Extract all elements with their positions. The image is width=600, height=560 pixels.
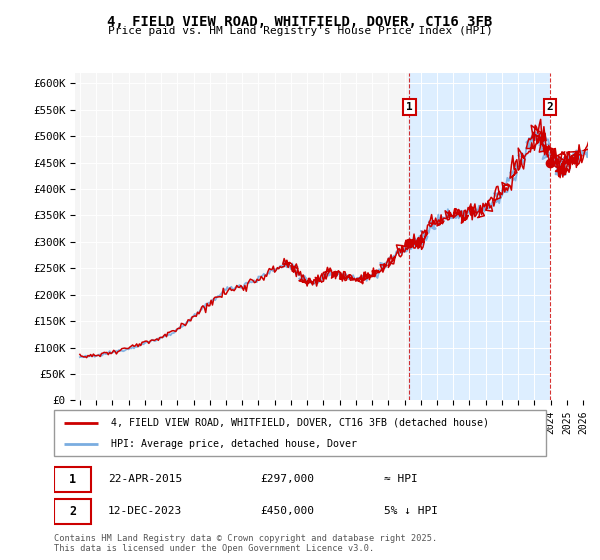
Text: £450,000: £450,000	[260, 506, 314, 516]
Text: 5% ↓ HPI: 5% ↓ HPI	[383, 506, 437, 516]
Bar	[409, 73, 550, 400]
Bar	[550, 73, 588, 400]
FancyBboxPatch shape	[54, 499, 91, 524]
Text: ≈ HPI: ≈ HPI	[383, 474, 418, 484]
FancyBboxPatch shape	[54, 467, 91, 492]
Text: Contains HM Land Registry data © Crown copyright and database right 2025.
This d: Contains HM Land Registry data © Crown c…	[54, 534, 437, 553]
Text: 2: 2	[547, 102, 553, 112]
Text: Price paid vs. HM Land Registry's House Price Index (HPI): Price paid vs. HM Land Registry's House …	[107, 26, 493, 36]
Text: 2: 2	[69, 505, 76, 518]
Text: 1: 1	[69, 473, 76, 486]
Text: 4, FIELD VIEW ROAD, WHITFIELD, DOVER, CT16 3FB (detached house): 4, FIELD VIEW ROAD, WHITFIELD, DOVER, CT…	[110, 418, 488, 428]
Text: HPI: Average price, detached house, Dover: HPI: Average price, detached house, Dove…	[110, 439, 356, 449]
Text: 4, FIELD VIEW ROAD, WHITFIELD, DOVER, CT16 3FB: 4, FIELD VIEW ROAD, WHITFIELD, DOVER, CT…	[107, 15, 493, 29]
Text: 22-APR-2015: 22-APR-2015	[108, 474, 182, 484]
Text: 12-DEC-2023: 12-DEC-2023	[108, 506, 182, 516]
Bar	[550, 73, 588, 400]
Text: £297,000: £297,000	[260, 474, 314, 484]
Text: 1: 1	[406, 102, 413, 112]
